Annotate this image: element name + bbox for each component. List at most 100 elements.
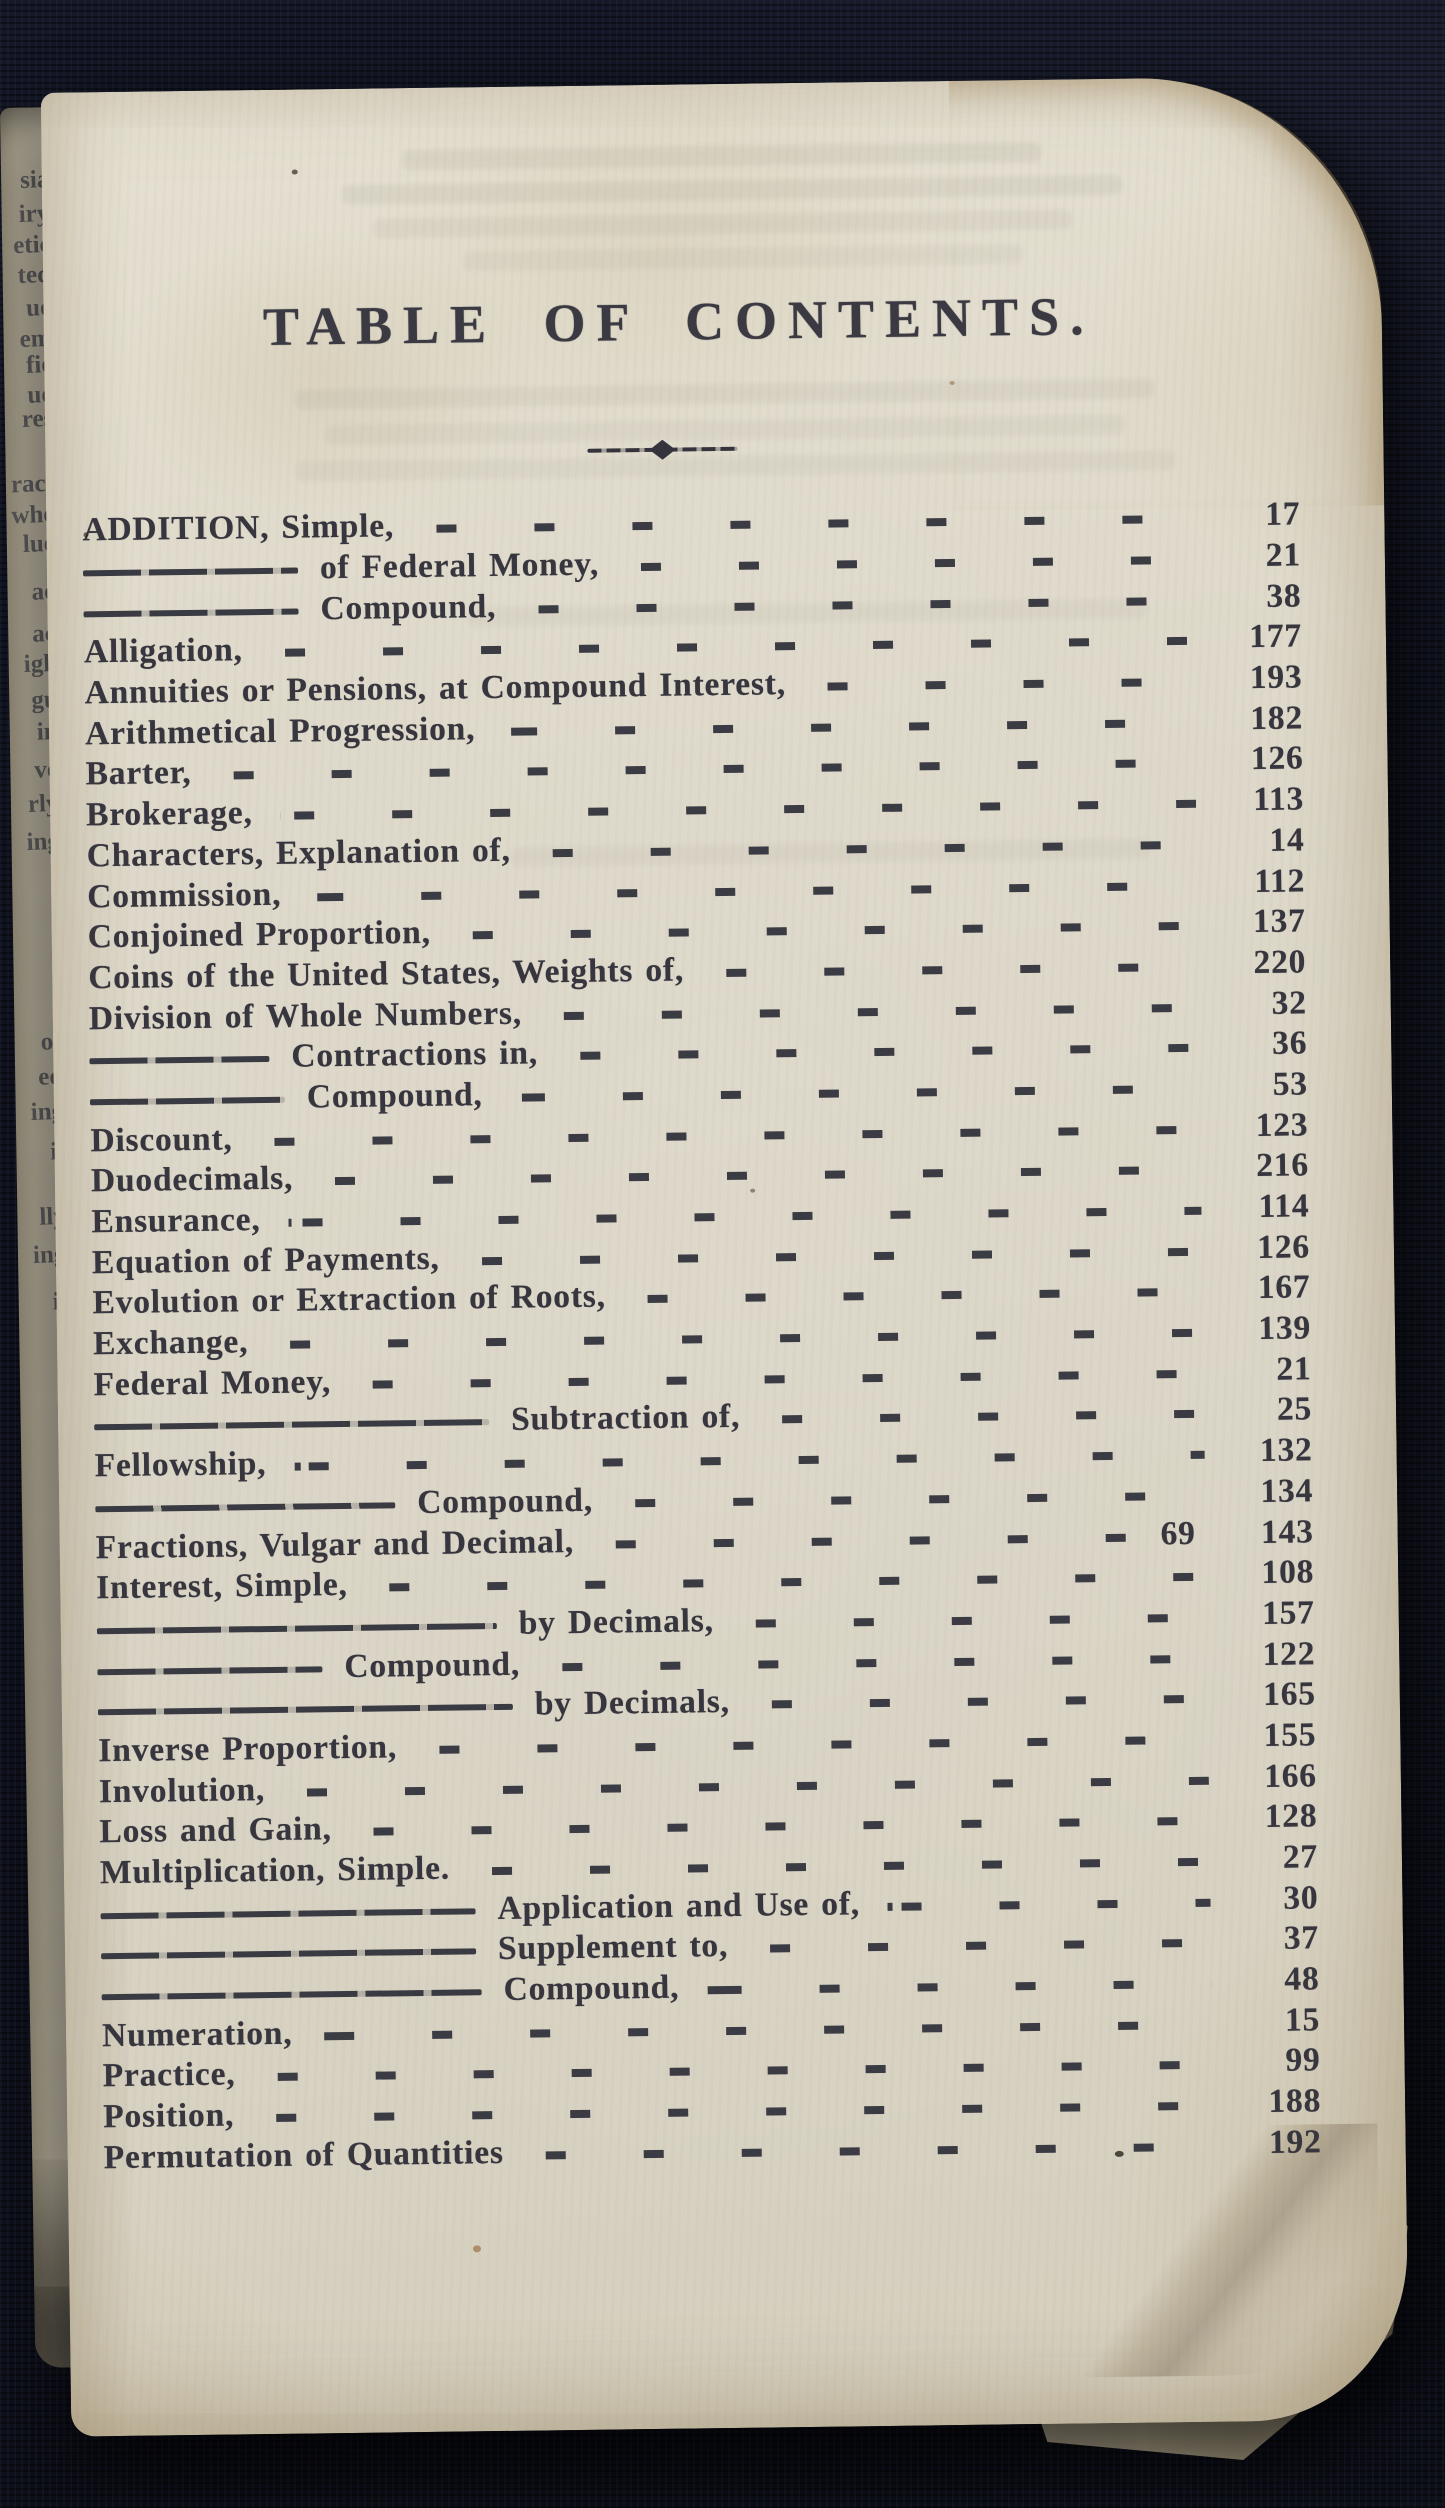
leader-dashes [276,1328,1204,1349]
leader-dashes [467,1247,1203,1266]
toc-entry-label: Federal Money, [93,1362,332,1404]
leader-dashes [359,1369,1204,1389]
toc-entry-label: Equation of Payments, [91,1239,440,1282]
leader-dashes [887,1898,1211,1911]
leader-dashes [375,1572,1207,1592]
toc-entry-label: Characters, Explanation of, [86,831,511,875]
ditto-dash [89,1056,270,1065]
leader-dashes [503,718,1196,736]
toc-entry-label: Coins of the United States, Weights of, [88,951,685,997]
leader-dashes [288,1206,1202,1227]
leader-dashes [309,881,1198,901]
page-number: 128 [1264,1797,1318,1836]
toc-entry-label: Exchange, [92,1323,249,1363]
toc-entry-label: Evolution or Extraction of Roots, [92,1277,607,1322]
page-number: 48 [1284,1960,1320,1998]
leader-dashes [601,1532,1151,1549]
leader-dashes [260,1125,1201,1146]
leader-dashes [627,555,1193,572]
toc-entry-label: Fractions, Vulgar and Decimal, [95,1522,575,1566]
ditto-dash [101,1948,477,1960]
toc-entry-label: Compound, [416,1481,594,1521]
ditto-dash [83,608,299,618]
page-number: 177 [1249,617,1303,656]
toc-entry-label: Compound, [306,1076,483,1116]
page-number: 14 [1269,821,1305,859]
leader-dashes [633,1288,1203,1304]
toc-entry-label: Compound, [503,1968,680,2009]
toc-entry-label: Practice, [102,2055,236,2095]
toc-entry-label: Discount, [90,1120,233,1159]
page-number: 27 [1282,1838,1319,1876]
page-number: 188 [1268,2082,1322,2121]
ditto-dash [94,1419,490,1431]
toc-entry-label: Inverse Proportion, [98,1728,398,1770]
leader-dashes [707,1979,1212,1995]
leader-dashes [538,840,1197,858]
leader-dashes [549,1003,1199,1020]
page-number: 114 [1258,1187,1310,1226]
page-number: 113 [1253,780,1305,819]
page-number: 30 [1283,1879,1319,1917]
leader-dashes [320,2020,1213,2041]
page-number: 137 [1252,902,1306,941]
page-number: 182 [1250,699,1304,737]
foxing-spot [472,2245,482,2253]
ditto-dash [82,567,299,577]
page-number: 155 [1263,1716,1317,1754]
leader-dashes [756,1939,1212,1954]
toc-entry-label: ADDITION, Simple, [82,507,395,549]
toc-entry-label: Ensurance, [91,1201,261,1241]
leader-dashes [262,2101,1214,2123]
leader-dashes [219,759,1196,781]
page-number-secondary: 69 [1160,1514,1196,1552]
toc-entry-label: Supplement to, [497,1927,729,1968]
leader-dashes [424,1735,1209,1754]
leader-dashes [741,1613,1207,1628]
leader-dashes [510,1084,1200,1102]
page-number: 15 [1284,2001,1321,2039]
page-number: 53 [1272,1065,1309,1103]
page-number: 166 [1263,1756,1318,1795]
divider-ornament [587,438,738,462]
bleedthrough-line [294,378,1155,410]
leader-dashes [477,1857,1211,1876]
ditto-dash [97,1704,513,1716]
page-number: 21 [1265,536,1302,574]
toc-entry-label: Fellowship, [94,1445,267,1485]
toc-entry-label: Brokerage, [85,794,253,834]
toc-entry-label: Permutation of Quantities [103,2133,505,2177]
leader-dashes [768,1410,1205,1424]
toc-entry-label: Barter, [85,754,192,793]
foxing-spot [949,380,955,385]
page-number: 157 [1261,1594,1315,1632]
leader-dashes [757,1694,1208,1709]
page-number: 36 [1271,1024,1308,1063]
toc-list: ADDITION, Simple, 17 of Federal Money, 2… [82,494,1322,2178]
page-number: 167 [1257,1268,1311,1307]
leader-dashes [620,1491,1206,1508]
ditto-dash [95,1502,396,1513]
page-number: 134 [1260,1472,1314,1510]
page-number: 37 [1283,1919,1320,1958]
toc-entry-label: Duodecimals, [90,1159,294,1200]
leader-dashes [359,1817,1210,1837]
leader-dashes [548,1654,1208,1671]
toc-entry-label: Application and Use of, [497,1885,861,1927]
page-title: TABLE OF CONTENTS. [262,286,1095,357]
toc-entry-label: Involution, [98,1770,266,1810]
page-number: 139 [1258,1309,1312,1348]
toc-entry-label: Conjoined Proportion, [87,914,432,956]
leader-dashes [422,515,1193,534]
page-number: 108 [1261,1553,1315,1592]
leader-dashes [531,2142,1214,2160]
page-number: 193 [1249,658,1303,697]
page-number: 123 [1255,1106,1309,1144]
leader-dashes [458,922,1198,940]
toc-entry-label: Compound, [320,587,497,627]
toc-entry-label: Division of Whole Numbers, [88,994,523,1037]
toc-entry-label: of Federal Money, [319,545,600,587]
toc-entry-label: Commission, [86,875,282,915]
leader-dashes [293,1776,1209,1797]
ditto-dash [97,1665,323,1675]
